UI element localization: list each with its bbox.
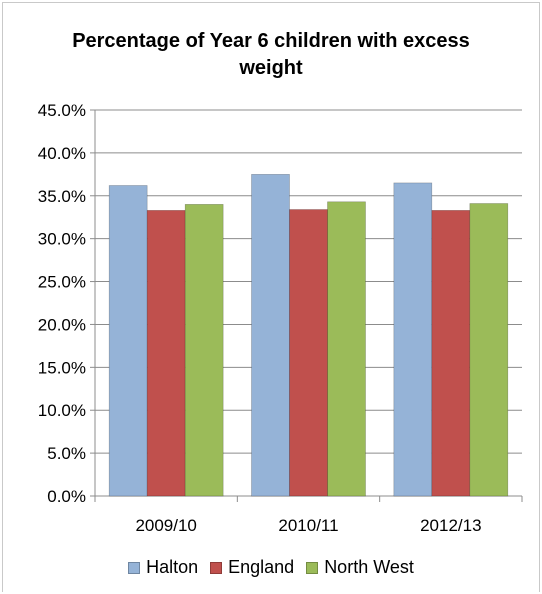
legend-label: Halton bbox=[146, 556, 199, 577]
bar-halton bbox=[251, 174, 290, 497]
y-tick-label: 35.0% bbox=[38, 187, 86, 206]
legend: Halton England North West bbox=[0, 556, 542, 578]
legend-item: England bbox=[210, 557, 294, 578]
y-tick-label: 20.0% bbox=[38, 315, 86, 334]
chart-title-container: Percentage of Year 6 children with exces… bbox=[0, 28, 542, 82]
legend-label: England bbox=[228, 556, 295, 577]
bar-england bbox=[431, 210, 471, 497]
legend-item: North West bbox=[306, 557, 414, 578]
bar-england bbox=[146, 210, 186, 497]
bar-halton bbox=[393, 182, 433, 497]
y-tick-label: 40.0% bbox=[38, 144, 86, 163]
x-tick-label: 2009/10 bbox=[135, 516, 196, 535]
y-tick-label: 25.0% bbox=[38, 273, 86, 292]
bar-north-west bbox=[327, 201, 366, 497]
legend-item: Halton bbox=[128, 557, 198, 578]
bar-england bbox=[289, 209, 328, 497]
bar-north-west bbox=[469, 203, 509, 497]
x-tick-label: 2010/11 bbox=[278, 516, 338, 535]
y-tick-label: 30.0% bbox=[38, 230, 86, 249]
y-tick-label: 15.0% bbox=[38, 358, 86, 377]
bar-halton bbox=[108, 185, 148, 497]
y-tick-label: 0.0% bbox=[47, 487, 86, 506]
y-tick-label: 45.0% bbox=[38, 101, 86, 120]
legend-swatch bbox=[210, 561, 223, 574]
y-tick-label: 10.0% bbox=[38, 401, 86, 420]
legend-swatch bbox=[128, 561, 141, 574]
chart-title: Percentage of Year 6 children with exces… bbox=[72, 30, 470, 79]
x-tick-label: 2012/13 bbox=[420, 516, 481, 535]
legend-label: North West bbox=[324, 556, 414, 577]
legend-swatch bbox=[306, 561, 319, 574]
bar-north-west bbox=[184, 204, 224, 497]
y-tick-label: 5.0% bbox=[47, 444, 86, 463]
